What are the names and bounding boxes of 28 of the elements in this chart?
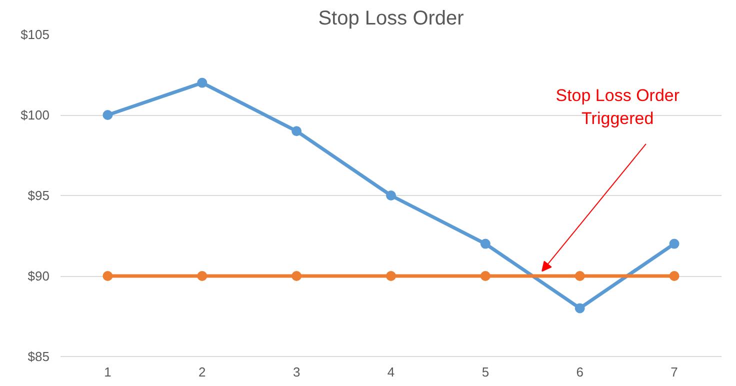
x-tick-label: 6: [576, 364, 584, 380]
point: [102, 110, 113, 120]
point: [386, 190, 396, 200]
annotation: Stop Loss Order Triggered: [556, 86, 680, 128]
point: [197, 78, 208, 88]
x-tick-label: 2: [198, 364, 206, 380]
point: [574, 303, 585, 314]
point: [669, 238, 680, 249]
y-tick-label: $85: [28, 349, 50, 364]
point: [386, 271, 396, 281]
x-tick-label: 4: [387, 364, 395, 380]
point: [480, 271, 490, 281]
chart-title: Stop Loss Order: [318, 8, 464, 30]
point: [669, 271, 680, 281]
point: [292, 271, 302, 281]
y-tick-label: $105: [20, 27, 50, 42]
x-tick-label: 5: [482, 364, 490, 380]
point: [102, 271, 113, 281]
point: [574, 271, 585, 281]
x-tick-label: 3: [292, 364, 300, 380]
y-tick-label: $90: [28, 268, 50, 284]
y-tick-label: $100: [20, 108, 50, 122]
x-tick-label: 7: [670, 364, 678, 380]
x-tick-label: 1: [104, 364, 112, 380]
point: [480, 238, 490, 249]
y-tick-label: $95: [28, 188, 50, 203]
point: [197, 271, 208, 281]
point: [292, 126, 302, 136]
